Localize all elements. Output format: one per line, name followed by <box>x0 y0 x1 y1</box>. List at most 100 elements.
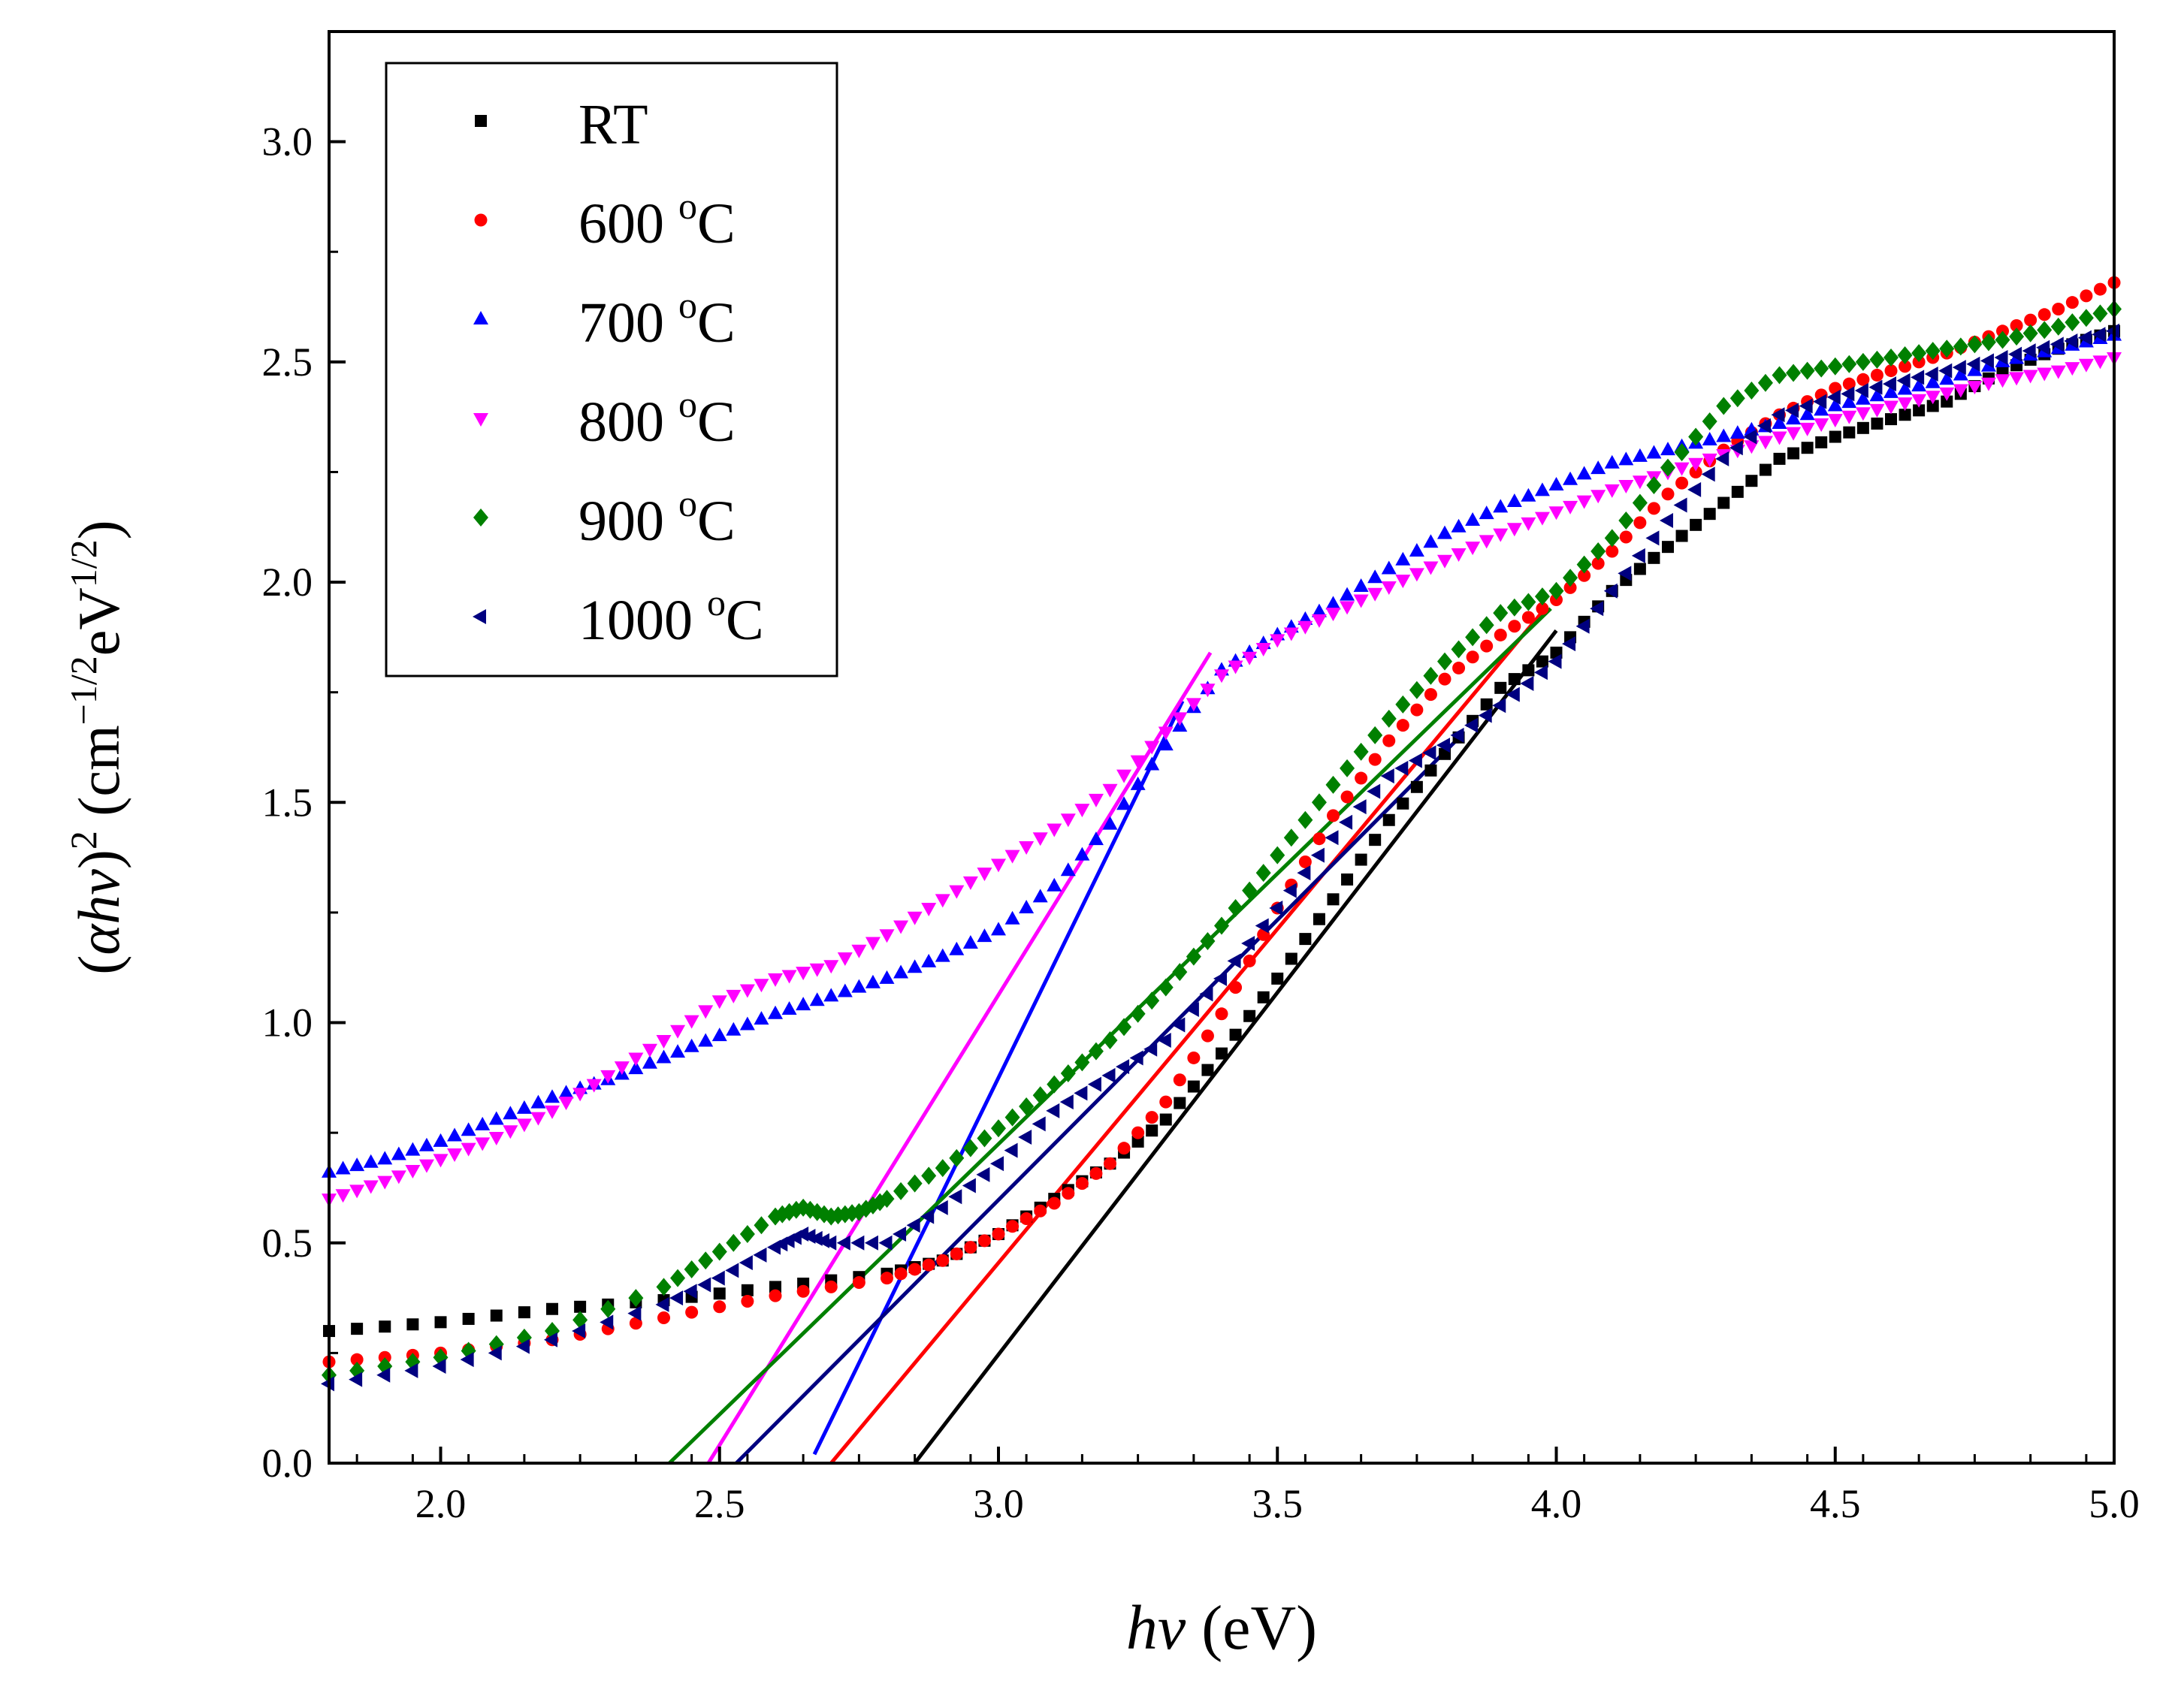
data-point <box>488 1111 504 1125</box>
legend-label-2: 700 oC <box>578 284 736 355</box>
data-point <box>754 1216 769 1235</box>
data-point <box>2092 327 2106 343</box>
data-point <box>1744 381 1760 400</box>
data-point <box>1116 796 1132 810</box>
data-point <box>865 937 881 951</box>
data-point <box>1647 502 1660 515</box>
data-point <box>1660 458 1675 477</box>
data-point <box>1215 1007 1228 1021</box>
data-point <box>1814 359 1829 378</box>
data-point <box>1508 673 1521 686</box>
data-point <box>1493 499 1509 513</box>
data-point <box>363 1180 379 1194</box>
data-point <box>1980 353 1994 369</box>
data-point <box>907 911 923 925</box>
data-point <box>1995 330 2010 349</box>
x-tick-label: 5.0 <box>2089 1481 2140 1526</box>
data-point <box>1980 333 1996 352</box>
data-point <box>628 1289 644 1308</box>
fit-line-3 <box>706 651 1213 1465</box>
data-point <box>558 1085 574 1099</box>
data-point <box>1325 608 1341 622</box>
data-point <box>2050 365 2066 379</box>
data-point <box>1451 518 1467 533</box>
data-point <box>1827 414 1843 428</box>
data-point <box>1618 511 1634 530</box>
data-point <box>1521 611 1535 624</box>
data-point <box>1925 374 1941 388</box>
data-point <box>1521 593 1536 611</box>
y-label-hv: hν <box>66 869 131 925</box>
data-point <box>1214 916 1229 935</box>
data-point <box>683 1284 697 1299</box>
data-point <box>1478 708 1492 723</box>
data-point <box>545 1089 560 1103</box>
data-point <box>893 964 909 979</box>
data-point <box>1925 391 1941 405</box>
data-point <box>1871 417 1883 430</box>
data-point <box>1355 853 1367 866</box>
data-point <box>1590 601 1604 617</box>
data-point <box>711 1270 725 1286</box>
data-point <box>697 1277 711 1293</box>
data-point <box>1548 581 1564 600</box>
data-point <box>600 1070 616 1084</box>
data-point <box>1479 616 1494 635</box>
data-point <box>379 1320 391 1333</box>
data-point <box>391 1170 406 1184</box>
data-point <box>907 959 923 973</box>
data-point <box>1590 490 1606 504</box>
data-point <box>350 1353 364 1366</box>
data-point <box>1548 506 1564 521</box>
data-point <box>1827 397 1843 412</box>
legend-marker-1 <box>474 213 488 227</box>
data-point <box>2036 339 2050 355</box>
data-point <box>851 944 867 958</box>
data-point <box>642 1043 657 1058</box>
data-point <box>1355 771 1368 785</box>
data-point <box>1632 475 1648 490</box>
legend-label-0: RT <box>578 93 648 156</box>
data-point <box>865 974 881 988</box>
data-point <box>1283 627 1299 641</box>
data-point <box>1662 541 1674 554</box>
data-point <box>1047 823 1062 837</box>
data-point <box>685 1305 699 1319</box>
y-tick-label: 0.0 <box>262 1441 313 1486</box>
data-point <box>460 1352 474 1368</box>
y-label-end: ) <box>66 520 131 539</box>
data-point <box>1506 687 1520 702</box>
x-tick-label: 2.0 <box>415 1481 467 1526</box>
data-point <box>516 1118 532 1133</box>
data-point <box>629 1317 642 1330</box>
data-point <box>1953 337 1968 356</box>
data-point <box>1352 799 1367 815</box>
data-point <box>1702 431 1717 445</box>
data-point <box>1159 1095 1173 1109</box>
data-point <box>2037 367 2053 382</box>
series-3-markers <box>322 352 2122 1208</box>
data-point <box>1813 394 1827 409</box>
data-point <box>1424 764 1437 777</box>
data-point <box>1380 768 1394 784</box>
data-point <box>1841 355 1857 373</box>
data-point <box>1313 832 1326 846</box>
data-point <box>684 1038 699 1052</box>
data-point <box>1130 1004 1146 1023</box>
legend-degree-sup: o <box>678 482 697 524</box>
data-point <box>1913 404 1926 417</box>
data-point <box>475 1137 491 1151</box>
data-point <box>977 1129 992 1148</box>
data-point <box>488 1132 504 1146</box>
data-point <box>657 1311 670 1324</box>
data-point <box>1283 828 1299 847</box>
data-point <box>711 1242 727 1261</box>
legend-label-value: 900 <box>578 490 678 553</box>
data-point <box>1199 986 1213 1002</box>
data-point <box>447 1127 463 1142</box>
data-point <box>1436 738 1450 753</box>
data-point <box>1228 660 1243 674</box>
data-point <box>1242 881 1258 900</box>
data-point <box>1423 666 1439 685</box>
data-point <box>432 1358 446 1374</box>
